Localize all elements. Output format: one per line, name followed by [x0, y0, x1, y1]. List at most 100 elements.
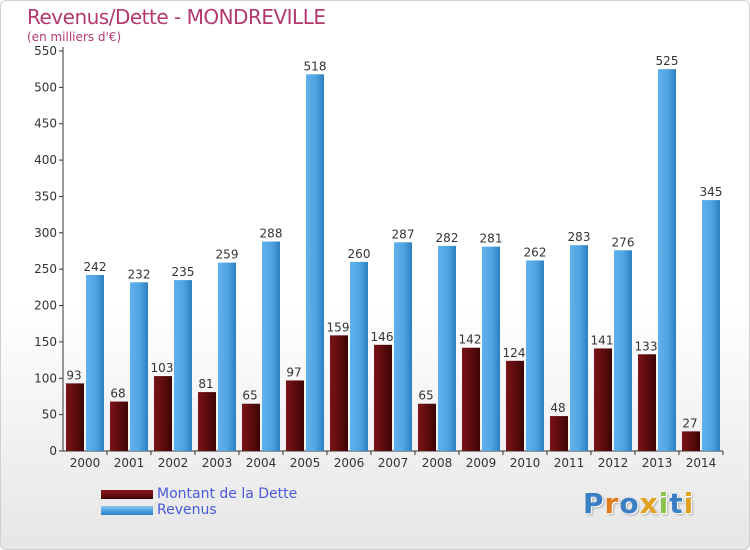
bar-revenus [614, 250, 632, 451]
bar-revenus [658, 69, 676, 451]
data-label-dette: 93 [66, 368, 81, 382]
bar-revenus [438, 245, 456, 451]
data-label-revenus: 242 [84, 260, 107, 274]
y-tick-label: 300 [34, 226, 57, 240]
data-label-dette: 159 [327, 320, 350, 334]
data-label-revenus: 518 [304, 59, 327, 73]
x-tick-label: 2011 [554, 456, 585, 470]
bar-dette [418, 403, 436, 451]
bar-revenus [306, 74, 324, 451]
data-label-dette: 68 [110, 387, 125, 401]
x-tick-label: 2002 [158, 456, 189, 470]
x-tick-label: 2012 [598, 456, 629, 470]
data-label-revenus: 259 [216, 248, 239, 262]
bar-dette [66, 383, 84, 451]
bar-dette [242, 403, 260, 451]
bar-dette [154, 376, 172, 451]
data-label-revenus: 525 [656, 54, 679, 68]
legend-label-dette: Montant de la Dette [157, 486, 298, 502]
data-label-dette: 65 [242, 389, 257, 403]
bar-dette [506, 360, 524, 451]
bar-revenus [570, 245, 588, 451]
bar-revenus [526, 260, 544, 451]
data-label-revenus: 232 [128, 267, 151, 281]
bar-dette [286, 380, 304, 451]
x-tick-label: 2003 [202, 456, 233, 470]
logo-letter: i [683, 487, 695, 520]
data-label-revenus: 260 [348, 247, 371, 261]
y-tick-label: 550 [34, 44, 57, 58]
y-tick-label: 100 [34, 371, 57, 385]
logo-letter: P [583, 487, 605, 520]
bar-dette [594, 348, 612, 451]
bar-revenus [174, 280, 192, 451]
data-label-dette: 65 [418, 389, 433, 403]
logo-letter: i [658, 487, 670, 520]
y-tick-label: 500 [34, 80, 57, 94]
data-label-dette: 81 [198, 377, 213, 391]
bar-revenus [218, 262, 236, 451]
chart-subtitle: (en milliers d'€) [27, 30, 122, 44]
data-label-revenus: 282 [436, 231, 459, 245]
x-tick-label: 2007 [378, 456, 409, 470]
data-label-dette: 141 [591, 333, 614, 347]
bar-dette [682, 431, 700, 451]
x-tick-label: 2000 [70, 456, 101, 470]
bar-dette [550, 416, 568, 451]
x-tick-label: 2010 [510, 456, 541, 470]
data-label-dette: 133 [635, 339, 658, 353]
y-tick-label: 50 [42, 408, 57, 422]
x-tick-label: 2013 [642, 456, 673, 470]
data-label-dette: 27 [682, 416, 697, 430]
x-tick-label: 2009 [466, 456, 497, 470]
data-label-revenus: 235 [172, 265, 195, 279]
y-tick-label: 150 [34, 335, 57, 349]
logo-letter: t [669, 487, 684, 520]
bar-revenus [394, 242, 412, 451]
data-label-dette: 48 [550, 401, 565, 415]
data-label-dette: 97 [286, 365, 301, 379]
x-tick-label: 2005 [290, 456, 321, 470]
logo-letter: x [639, 487, 659, 520]
bar-dette [374, 344, 392, 451]
legend-swatch-revenus [101, 506, 153, 515]
y-tick-label: 250 [34, 262, 57, 276]
bar-revenus [262, 241, 280, 451]
data-label-revenus: 262 [524, 245, 547, 259]
data-label-dette: 146 [371, 330, 394, 344]
data-label-revenus: 288 [260, 227, 283, 241]
y-tick-label: 0 [49, 444, 57, 458]
data-label-dette: 124 [503, 346, 526, 360]
x-tick-label: 2004 [246, 456, 277, 470]
bar-revenus [350, 261, 368, 451]
data-label-dette: 103 [151, 361, 174, 375]
y-tick-label: 450 [34, 117, 57, 131]
bar-revenus [702, 200, 720, 451]
proxiti-logo: Proxiti [583, 487, 694, 520]
logo-letter: r [604, 487, 620, 520]
data-label-revenus: 287 [392, 227, 415, 241]
x-tick-label: 2014 [686, 456, 717, 470]
data-label-dette: 142 [459, 333, 482, 347]
chart-title: Revenus/Dette - MONDREVILLE [27, 5, 326, 29]
legend-swatch-dette [101, 490, 153, 499]
x-tick-label: 2008 [422, 456, 453, 470]
y-tick-label: 200 [34, 299, 57, 313]
bar-revenus [130, 282, 148, 451]
legend-label-revenus: Revenus [157, 502, 217, 518]
y-tick-label: 350 [34, 189, 57, 203]
x-tick-label: 2006 [334, 456, 365, 470]
bar-revenus [86, 275, 104, 451]
x-tick-label: 2001 [114, 456, 145, 470]
data-label-revenus: 345 [700, 185, 723, 199]
data-label-revenus: 276 [612, 235, 635, 249]
data-label-revenus: 283 [568, 230, 591, 244]
bar-dette [462, 347, 480, 451]
data-label-revenus: 281 [480, 232, 503, 246]
bar-dette [198, 392, 216, 451]
y-tick-label: 400 [34, 153, 57, 167]
bar-dette [330, 335, 348, 451]
bar-revenus [482, 246, 500, 451]
